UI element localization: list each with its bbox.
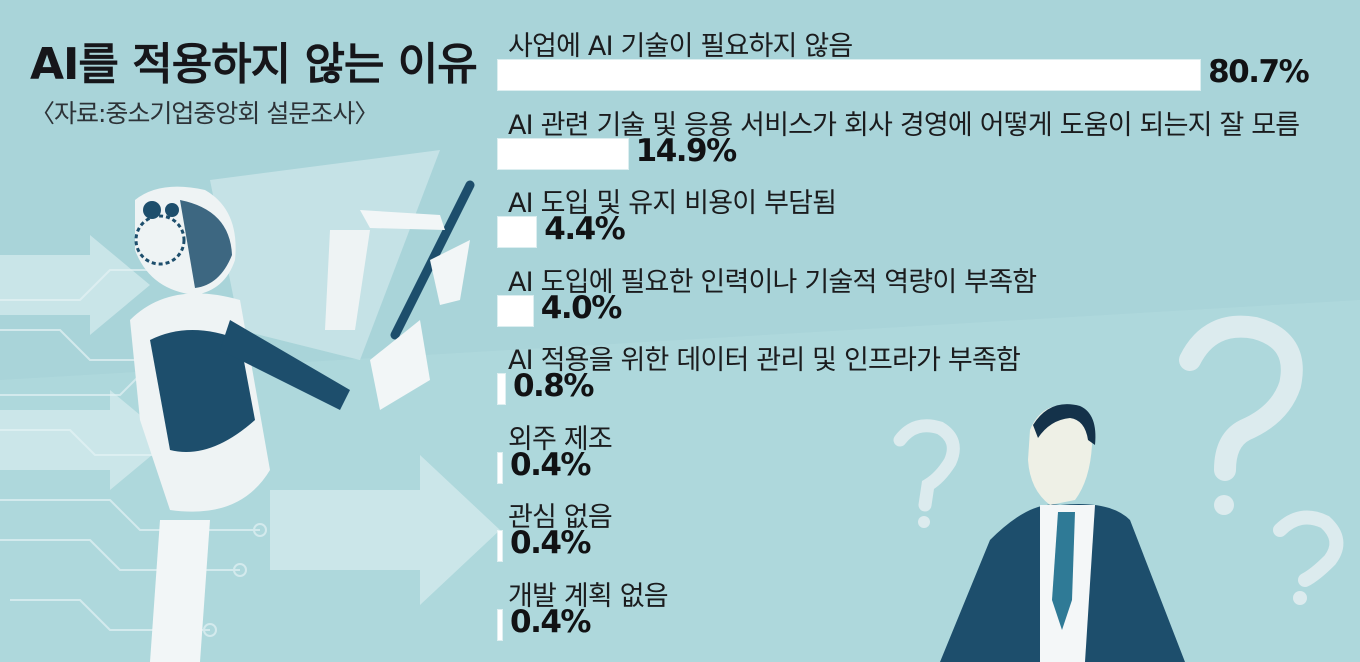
bar [498,60,1201,90]
category-label: 관심 없음 [508,502,613,533]
value-label: 0.4% [510,446,591,483]
robot-leg [150,520,210,662]
value-label: 4.4% [544,211,625,247]
arrow-shapes [0,235,500,605]
value-label: 4.0% [540,289,622,326]
value-label: 80.7% [1208,54,1310,90]
businessman-figure [940,404,1185,662]
bar [498,374,505,404]
page-title: AI를 적용하지 않는 이유 [30,39,478,90]
robot-figure [130,186,370,662]
bar [498,295,533,326]
category-label: AI 도입에 필요한 인력이나 기술적 역량이 부족함 [508,266,1037,298]
bar [498,217,537,247]
category-label: AI 적용을 위한 데이터 관리 및 인프라가 부족함 [508,345,1021,376]
robot-wrist [370,320,430,410]
value-label: 0.4% [510,525,591,561]
robot-face [180,200,232,288]
bar [498,531,502,561]
robot-gear-tiny [165,203,179,217]
category-label: 사업에 AI 기술이 필요하지 않음 [508,31,853,62]
businessman-tie [1052,512,1075,630]
robot-hand [360,210,445,230]
category-label: AI 도입 및 유지 비용이 부담됨 [508,188,837,219]
value-label: 14.9% [635,132,738,169]
question-mark-icons [893,315,1344,605]
light-beam [210,150,440,360]
tablet-device [360,180,475,410]
robot-hand-right [430,240,470,305]
robot-chest [150,330,255,452]
bar [498,138,628,169]
bar [498,452,502,483]
bar [498,609,502,640]
source-note: 〈자료:중소기업중앙회 설문조사〉 [30,99,379,128]
category-label: 외주 제조 [508,423,613,455]
robot-forearm [325,230,370,330]
value-label: 0.8% [512,368,594,404]
businessman-hair [1033,404,1096,445]
robot-gear [134,214,186,266]
category-label: AI 관련 기술 및 응용 서비스가 회사 경영에 어떻게 도움이 되는지 잘 … [508,109,1300,141]
robot-gear-small [143,201,161,219]
robot-arm [220,320,350,410]
value-label: 0.4% [510,603,591,640]
category-label: 개발 계획 없음 [508,580,669,612]
